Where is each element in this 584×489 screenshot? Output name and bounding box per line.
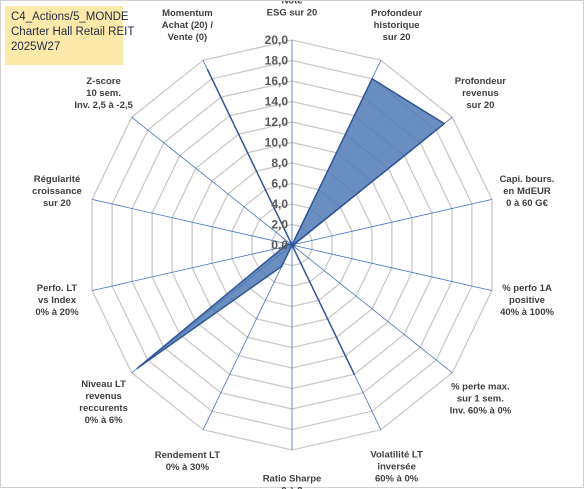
axis-label: inversée xyxy=(377,461,416,472)
axis-label: Inv. 2,5 à -2,5 xyxy=(74,100,133,111)
axis-label: % perfo 1A xyxy=(502,283,552,294)
tick-label: 6,0 xyxy=(271,177,288,191)
axis-spoke xyxy=(202,244,293,430)
axis-label: 40% à 100% xyxy=(500,307,554,318)
axis-label: Profondeur xyxy=(371,8,422,19)
axis-label: 0 à 60 G€ xyxy=(506,198,548,209)
tick-label: 8,0 xyxy=(271,156,288,170)
tick-label: 14,0 xyxy=(265,95,289,109)
tick-label: 20,0 xyxy=(265,33,289,47)
title-line-1: C4_Actions/5_MONDE xyxy=(11,11,129,23)
axis-label: Vente (0) xyxy=(168,32,208,43)
axis-spoke xyxy=(291,199,492,246)
axis-label: Z-score xyxy=(86,76,120,87)
tick-label: 0,0 xyxy=(271,238,288,252)
axis-label: 60% à 0% xyxy=(375,473,419,484)
data-area xyxy=(136,68,446,376)
axis-label: reccurents xyxy=(79,403,128,414)
axis-label: revenus xyxy=(85,391,121,402)
axis-label: Niveau LT xyxy=(81,379,126,390)
axis-label: croissance xyxy=(32,186,82,197)
tick-label: 18,0 xyxy=(265,54,289,68)
axis-label: Rendement LT xyxy=(155,450,220,461)
axis-label: en MdEUR xyxy=(503,186,551,197)
axis-label: Profondeur xyxy=(455,76,506,87)
axis-label: sur 20 xyxy=(43,198,71,209)
axis-label: 0% à 30% xyxy=(166,462,210,473)
axis-label: revenus xyxy=(462,88,498,99)
axis-spoke xyxy=(291,244,492,291)
tick-label: 16,0 xyxy=(265,74,289,88)
axis-spoke xyxy=(131,116,293,246)
axis-label: ESG sur 20 xyxy=(267,8,318,19)
axis-label: Perfo. LT xyxy=(37,283,78,294)
axis-spoke xyxy=(291,244,453,374)
axis-label: Achat (20) / xyxy=(162,20,214,31)
tick-label: 2,0 xyxy=(271,218,288,232)
axis-spoke xyxy=(92,244,293,291)
title-line-2: Charter Hall Retail REIT xyxy=(11,26,135,38)
axis-label: Inv. 60% à 0% xyxy=(450,405,512,416)
axis-label: % perte max. xyxy=(451,381,510,392)
axis-label: sur 20 xyxy=(466,100,494,111)
chart-title-box: C4_Actions/5_MONDE Charter Hall Retail R… xyxy=(5,6,135,65)
axis-label: 0 à 2 xyxy=(281,486,302,489)
axis-label: 0% à 6% xyxy=(85,415,124,426)
tick-label: 4,0 xyxy=(271,197,288,211)
axis-label: 10 sem. xyxy=(86,88,121,99)
tick-label: 12,0 xyxy=(265,115,289,129)
axis-label: Capi. bours. xyxy=(500,174,555,185)
axis-label: 0% à 20% xyxy=(35,307,79,318)
axis-label: sur 1 sem. xyxy=(457,393,504,404)
title-line-3: 2025W27 xyxy=(11,41,61,53)
axis-label: Volatilité LT xyxy=(370,449,423,460)
axis-label: Régularité xyxy=(34,174,80,185)
axis-label: historique xyxy=(374,20,420,31)
axis-label: sur 20 xyxy=(383,32,411,43)
axis-label: Note xyxy=(281,1,302,7)
axis-label: positive xyxy=(509,295,545,306)
tick-label: 10,0 xyxy=(265,136,289,150)
axis-label: Ratio Sharpe xyxy=(263,474,322,485)
axis-spoke xyxy=(92,199,293,246)
axis-label: Momentum xyxy=(162,8,213,19)
axis-label: vs Index xyxy=(38,295,77,306)
